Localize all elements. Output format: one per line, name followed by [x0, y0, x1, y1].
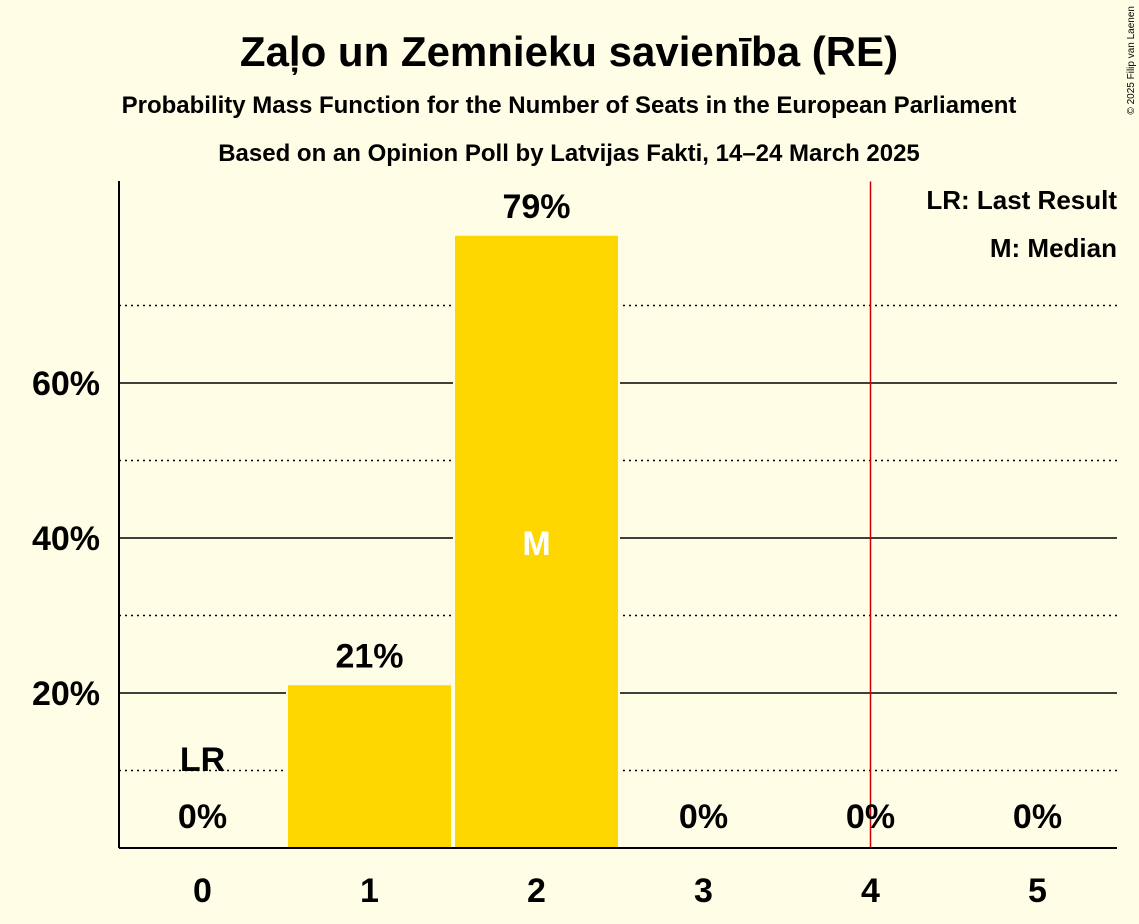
chart-subtitle: Probability Mass Function for the Number…	[122, 92, 1017, 119]
last-result-marker: LR	[180, 741, 225, 779]
bar-value-label: 0%	[846, 798, 895, 836]
chart-source-subtitle: Based on an Opinion Poll by Latvijas Fak…	[218, 140, 920, 167]
x-tick-label: 4	[861, 872, 880, 910]
data-labels: 0% 21% 79% 0% 0% 0% LR M	[178, 188, 1062, 836]
x-tick-label: 5	[1028, 872, 1047, 910]
y-tick-label: 20%	[32, 675, 100, 713]
x-tick-label: 0	[193, 872, 212, 910]
x-tick-label: 2	[527, 872, 546, 910]
x-tick-label: 1	[360, 872, 379, 910]
y-tick-label: 60%	[32, 365, 100, 403]
chart-title: Zaļo un Zemnieku savienība (RE)	[240, 28, 898, 76]
legend-last-result: LR: Last Result	[926, 185, 1117, 215]
legend-median: M: Median	[990, 233, 1117, 263]
median-marker: M	[522, 525, 550, 563]
copyright-notice: © 2025 Filip van Laenen	[1126, 6, 1137, 115]
axes: 20% 40% 60% 0 1 2 3 4 5	[32, 181, 1117, 910]
bar-value-label: 0%	[679, 798, 728, 836]
x-tick-label: 3	[694, 872, 713, 910]
bar	[288, 685, 451, 848]
bar-value-label: 0%	[1013, 798, 1062, 836]
bar	[455, 235, 618, 848]
bar-value-label: 0%	[178, 798, 227, 836]
bar-value-label: 79%	[502, 188, 570, 226]
y-tick-label: 40%	[32, 520, 100, 558]
bars	[286, 233, 620, 848]
bar-value-label: 21%	[335, 637, 403, 675]
